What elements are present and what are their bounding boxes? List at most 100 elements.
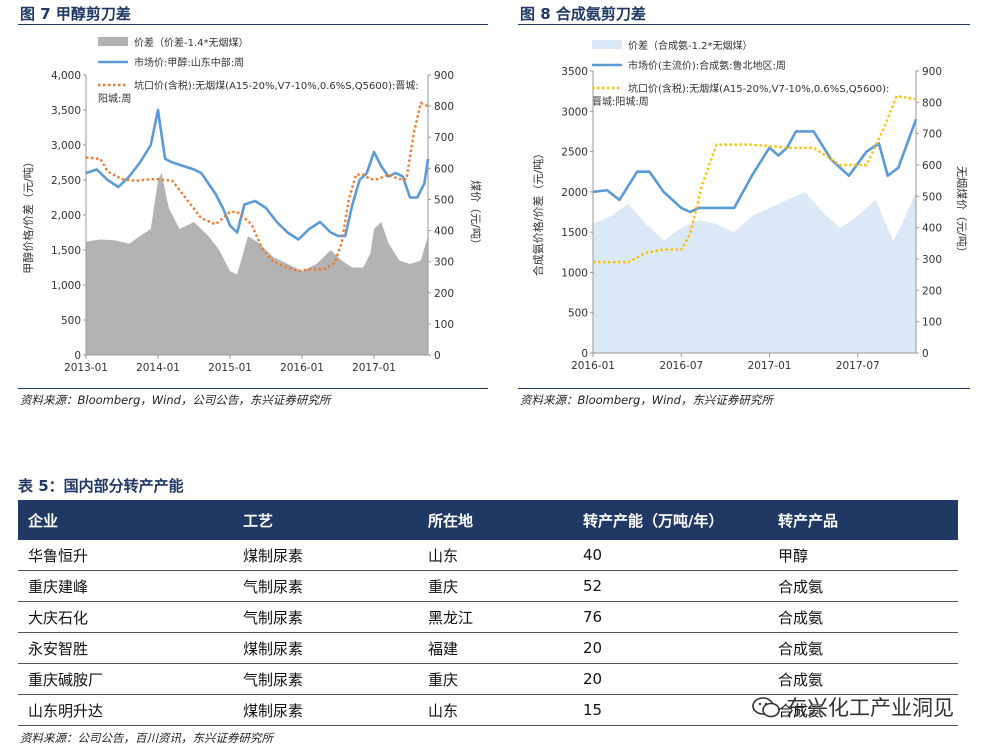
col-location: 所在地	[418, 500, 573, 540]
right-tick-label: 0	[922, 348, 929, 360]
right-tick-label: 800	[922, 97, 942, 109]
left-tick-label: 3,500	[51, 105, 81, 117]
left-axis-title: 合成氨价格/价差（元/吨）	[531, 148, 545, 276]
cell-process: 煤制尿素	[233, 632, 418, 664]
col-product: 转产产品	[768, 500, 958, 540]
legend-label-coal: 坑口价(含税):无烟煤(A15-20%,V7-10%,0.6%S,Q5600):…	[134, 79, 419, 92]
right-tick-label: 900	[434, 70, 454, 82]
legend-label-spread: 价差（价差-1.4*无烟煤）	[134, 36, 249, 49]
spread-area	[593, 191, 916, 353]
cell-product: 合成氨	[768, 632, 958, 664]
table-row: 山东明升达 煤制尿素 山东 15 合成氨	[18, 694, 958, 726]
legend-label-coal-cont: 晋城:阳城:周	[592, 96, 649, 108]
legend-label-price: 市场价(主流价):合成氨:鲁北地区:周	[628, 59, 786, 72]
left-tick-label: 1000	[561, 267, 588, 279]
cell-product: 合成氨	[768, 694, 958, 726]
right-tick-label: 700	[434, 132, 454, 144]
x-tick-label: 2017-01	[748, 360, 792, 372]
fig7-title: 图 7 甲醇剪刀差	[20, 5, 131, 23]
x-tick-label: 2017-07	[836, 360, 880, 372]
coal-line	[593, 94, 917, 264]
x-tick-label: 2016-07	[659, 360, 703, 372]
left-axis-title: 甲醇价格/价差（元/吨）	[21, 156, 35, 273]
table5-title: 表 5：国内部分转产产能	[18, 477, 184, 495]
left-tick-label: 4,000	[51, 70, 81, 82]
legend-label-spread: 价差（合成氨-1.2*无烟煤）	[628, 39, 753, 52]
right-tick-label: 600	[922, 160, 942, 172]
cell-location: 山东	[418, 694, 573, 726]
col-company: 企业	[18, 500, 233, 540]
cell-capacity: 52	[573, 570, 768, 602]
fig7-source: 资料来源：Bloomberg，Wind，公司公告，东兴证券研究所	[20, 393, 331, 407]
left-tick-label: 500	[568, 308, 588, 320]
col-process: 工艺	[233, 500, 418, 540]
cell-location: 黑龙江	[418, 601, 573, 633]
cell-company: 大庆石化	[18, 601, 233, 633]
x-tick-label: 2016-01	[571, 360, 615, 372]
right-tick-label: 600	[434, 163, 454, 175]
watermark: 东兴化工产业洞见	[752, 692, 954, 722]
legend-label-coal-cont: 阳城:周	[98, 93, 131, 105]
col-capacity: 转产产能（万吨/年）	[573, 500, 768, 540]
cell-capacity: 76	[573, 601, 768, 633]
coal-line	[85, 101, 429, 273]
left-tick-label: 1,500	[51, 245, 81, 257]
left-tick-label: 2000	[561, 187, 588, 199]
cell-capacity: 15	[573, 694, 768, 726]
cell-process: 气制尿素	[233, 570, 418, 602]
cell-location: 福建	[418, 632, 573, 664]
right-tick-label: 100	[434, 319, 454, 331]
fig7-title-rule	[18, 24, 488, 25]
cell-capacity: 20	[573, 632, 768, 664]
cell-process: 煤制尿素	[233, 694, 418, 726]
left-tick-label: 1500	[561, 227, 588, 239]
x-tick-label: 2015-01	[208, 362, 252, 374]
legend-label-coal: 坑口价(含税):无烟煤(A15-20%,V7-10%,0.6%S,Q5600):	[628, 82, 889, 95]
legend-swatch-spread	[592, 40, 622, 49]
fig8-title: 图 8 合成氨剪刀差	[520, 5, 646, 23]
cell-company: 重庆建峰	[18, 570, 233, 602]
right-tick-label: 500	[434, 194, 454, 206]
right-axis-title: 煤价（元/吨）	[469, 180, 482, 250]
legend-label-price: 市场价:甲醇:山东中部:周	[134, 56, 244, 69]
cell-process: 煤制尿素	[233, 540, 418, 571]
right-tick-label: 400	[434, 226, 454, 238]
right-tick-label: 100	[922, 317, 942, 329]
left-tick-label: 0	[74, 350, 81, 362]
right-tick-label: 900	[922, 66, 942, 78]
cell-process: 气制尿素	[233, 601, 418, 633]
cell-product: 合成氨	[768, 570, 958, 602]
cell-product: 合成氨	[768, 663, 958, 695]
left-tick-label: 3500	[561, 66, 588, 78]
right-tick-label: 200	[434, 288, 454, 300]
fig8-chart: 0 500 1000 1500 2000 2500 3000 3500 0 100 200 300 40…	[531, 39, 969, 372]
right-tick-label: 300	[434, 257, 454, 269]
cell-location: 山东	[418, 540, 573, 571]
right-tick-label: 500	[922, 191, 942, 203]
right-axis-title: 无烟煤价（元/吨）	[955, 166, 969, 258]
price-line	[85, 108, 430, 241]
table-header-row: 企业 工艺 所在地 转产产能（万吨/年） 转产产品	[18, 500, 958, 540]
fig8-source: 资料来源：Bloomberg，Wind，东兴证券研究所	[520, 393, 773, 407]
right-tick-label: 0	[434, 350, 441, 362]
right-tick-label: 400	[922, 223, 942, 235]
left-tick-label: 2,500	[51, 175, 81, 187]
x-tick-label: 2014-01	[136, 362, 180, 374]
cell-capacity: 40	[573, 540, 768, 571]
left-tick-label: 500	[61, 315, 81, 327]
cell-process: 气制尿素	[233, 663, 418, 695]
cell-company: 华鲁恒升	[18, 540, 233, 571]
fig8-source-rule	[518, 388, 970, 389]
fig8-title-rule	[518, 24, 970, 25]
legend-swatch-spread	[98, 37, 128, 46]
table-row: 大庆石化 气制尿素 黑龙江 76 合成氨	[18, 601, 958, 633]
cell-product: 甲醇	[768, 540, 958, 571]
x-tick-label: 2017-01	[352, 362, 396, 374]
left-tick-label: 3000	[561, 106, 588, 118]
price-line	[592, 118, 918, 214]
cell-location: 重庆	[418, 570, 573, 602]
cell-capacity: 20	[573, 663, 768, 695]
fig7-source-rule	[18, 388, 488, 389]
right-tick-label: 200	[922, 285, 942, 297]
cell-location: 重庆	[418, 663, 573, 695]
